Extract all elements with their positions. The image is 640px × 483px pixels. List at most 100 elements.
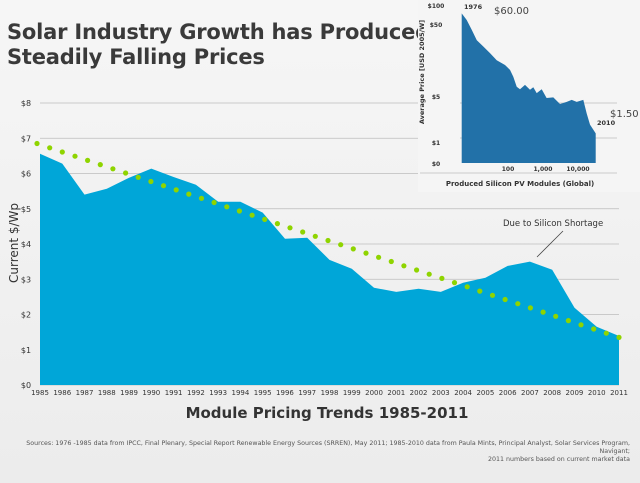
trend-dot — [249, 212, 255, 218]
trend-dot — [464, 284, 470, 290]
trend-dot — [236, 208, 242, 214]
x-tick-label: 1994 — [232, 389, 250, 397]
annotation-leader-line — [536, 230, 564, 258]
trend-dot — [85, 157, 91, 163]
trend-dot — [350, 246, 356, 252]
y-tick-label: $3 — [21, 275, 31, 284]
x-tick-label: 1991 — [165, 389, 183, 397]
x-tick-label: 2004 — [454, 389, 472, 397]
trend-dot — [262, 216, 268, 222]
x-tick-label: 2003 — [432, 389, 450, 397]
annotation-silicon-shortage: Due to Silicon Shortage — [503, 219, 603, 229]
x-tick-label: 2008 — [543, 389, 561, 397]
x-tick-label: 2010 — [588, 389, 606, 397]
inset-x-tick-label: 100 — [502, 166, 515, 173]
page-title: Solar Industry Growth has Produced Stead… — [7, 20, 430, 70]
y-tick-label: $6 — [21, 170, 31, 179]
trend-dot — [553, 313, 559, 319]
trend-dot — [565, 318, 572, 324]
trend-dot — [110, 166, 116, 172]
trend-dot — [211, 199, 217, 206]
title-line-2: Steadily Falling Prices — [7, 45, 265, 69]
trend-dot — [325, 237, 331, 244]
inset-y-tick-labels: $100 $50 $5 $1 $0 — [428, 3, 445, 168]
inset-y-tick-label: $50 — [430, 22, 443, 29]
trend-dot — [338, 242, 344, 248]
trend-dot — [439, 275, 445, 281]
x-tick-label: 1995 — [254, 389, 272, 397]
x-tick-label: 2006 — [499, 389, 517, 397]
y-tick-label: $8 — [21, 99, 31, 108]
x-tick-label: 1986 — [53, 389, 71, 397]
x-tick-label: 1985 — [31, 389, 49, 397]
y-tick-label: $7 — [21, 134, 31, 143]
inset-y-tick-label: $1 — [432, 140, 440, 147]
inset-x-tick-labels: 100 1,000 10,000 — [502, 166, 590, 173]
inset-price-area — [461, 13, 596, 164]
inset-start-price: $60.00 — [494, 6, 529, 17]
y-tick-label: $0 — [21, 381, 31, 390]
trend-dot — [312, 233, 318, 239]
trend-dot — [414, 267, 420, 273]
trend-dot — [363, 250, 369, 256]
trend-dot — [388, 258, 394, 265]
trend-dot — [274, 221, 280, 227]
y-axis-title: Current $/Wp — [7, 203, 21, 283]
inset-x-tick-label: 10,000 — [566, 166, 589, 173]
trend-dot — [515, 301, 521, 307]
trend-dot — [135, 174, 141, 180]
x-tick-label: 1989 — [120, 389, 138, 397]
inset-x-axis-title: Produced Silicon PV Modules (Global) — [446, 180, 594, 188]
x-tick-label: 2011 — [610, 389, 628, 397]
y-tick-label: $5 — [21, 205, 31, 214]
trend-dot — [148, 178, 154, 185]
trend-dot — [72, 153, 78, 159]
x-tick-label: 1988 — [98, 389, 116, 397]
x-tick-label: 2001 — [387, 389, 405, 397]
y-tick-label: $1 — [21, 346, 31, 355]
x-tick-label: 2000 — [365, 389, 383, 397]
inset-x-tick-label: 1,000 — [534, 166, 553, 173]
x-tick-label: 1996 — [276, 389, 294, 397]
y-tick-label: $4 — [21, 240, 31, 249]
trend-dot — [426, 271, 432, 277]
x-tick-label: 1990 — [142, 389, 160, 397]
trend-dot — [123, 170, 129, 176]
trend-line-dots — [34, 140, 622, 340]
main-y-tick-labels: $0 $1 $2 $3 $4 $5 $6 $7 $8 — [21, 99, 31, 390]
trend-dot — [300, 229, 306, 235]
x-tick-label: 1993 — [209, 389, 227, 397]
trend-dot — [59, 149, 65, 155]
trend-dot — [186, 191, 192, 197]
inset-y-axis-title: Average Price [USD 2005/W] — [418, 20, 426, 124]
trend-dot — [376, 254, 382, 260]
inset-end-year: 2010 — [597, 119, 616, 127]
x-tick-label: 2002 — [410, 389, 428, 397]
title-line-1: Solar Industry Growth has Produced — [7, 20, 430, 44]
trend-dot — [97, 162, 103, 168]
x-tick-label: 1999 — [343, 389, 361, 397]
trend-dot — [34, 140, 40, 147]
x-tick-label: 2005 — [476, 389, 494, 397]
x-axis-title: Module Pricing Trends 1985-2011 — [186, 404, 469, 422]
trend-dot — [198, 195, 205, 201]
sources-line-2: 2011 numbers based on current market dat… — [488, 456, 630, 463]
inset-y-tick-label: $5 — [432, 94, 440, 101]
trend-dot — [591, 326, 597, 332]
trend-dot — [173, 187, 179, 193]
trend-dot — [540, 309, 546, 315]
main-x-tick-labels: 1985 1986 1987 1988 1989 1990 1991 1992 1993 1994… — [31, 389, 628, 397]
trend-dot — [578, 322, 584, 328]
inset-y-tick-label: $0 — [432, 161, 440, 168]
trend-dot — [489, 292, 496, 298]
trend-dot — [477, 288, 483, 294]
trend-dot — [224, 204, 230, 210]
inset-start-year: 1976 — [464, 3, 483, 11]
x-tick-label: 1997 — [298, 389, 316, 397]
trend-dot — [527, 305, 534, 311]
trend-dot — [160, 183, 167, 189]
sources-note: Sources: 1976 -1985 data from IPCC, Fina… — [10, 440, 630, 464]
inset-end-price: $1.50 — [610, 109, 639, 120]
trend-dot — [47, 145, 53, 151]
